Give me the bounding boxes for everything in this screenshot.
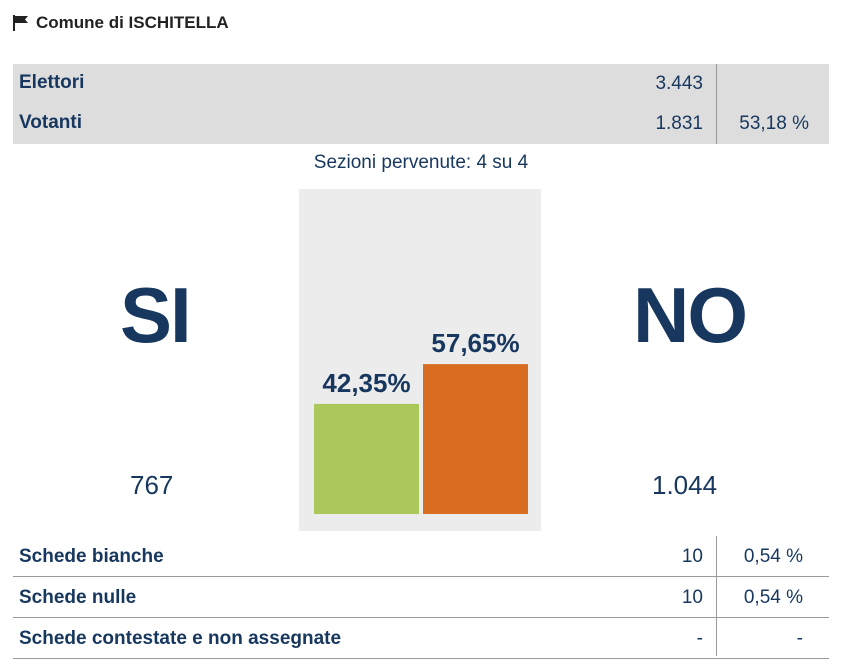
- si-votes: 767: [130, 470, 174, 500]
- summary-label: Elettori: [19, 72, 85, 93]
- column-divider: [716, 536, 717, 656]
- flag-icon: [13, 15, 28, 31]
- details-label: Schede bianche: [19, 546, 164, 567]
- details-percent: -: [796, 628, 803, 649]
- summary-row-votanti: Votanti 1.831 53,18 %: [13, 104, 829, 144]
- details-percent: 0,54 %: [743, 546, 803, 567]
- no-label: NO: [633, 271, 748, 359]
- details-value: 10: [681, 587, 703, 608]
- summary-value: 3.443: [655, 73, 703, 94]
- summary-value: 1.831: [655, 113, 703, 134]
- details-label: Schede nulle: [19, 587, 137, 608]
- summary-table: Elettori 3.443 Votanti 1.831 53,18 %: [13, 64, 829, 144]
- details-row-bianche: Schede bianche 10 0,54 %: [13, 536, 829, 577]
- details-percent: 0,54 %: [743, 587, 803, 608]
- column-divider: [716, 64, 717, 144]
- si-label: SI: [120, 271, 192, 359]
- details-value: -: [696, 628, 703, 649]
- summary-label: Votanti: [19, 112, 82, 133]
- results-chart: 42,35% 57,65%: [299, 189, 541, 531]
- ballot-details-table: Schede bianche 10 0,54 % Schede nulle 10…: [13, 536, 829, 659]
- si-percent-label: 42,35%: [322, 368, 410, 398]
- summary-percent: 53,18 %: [739, 113, 809, 134]
- sections-reported: Sezioni pervenute: 4 su 4: [313, 152, 529, 173]
- no-percent-label: 57,65%: [431, 328, 519, 358]
- no-bar: [423, 364, 528, 514]
- results-chart-svg: 42,35% 57,65%: [314, 328, 528, 514]
- details-label: Schede contestate e non assegnate: [19, 628, 342, 649]
- municipality-title: Comune di ISCHITELLA: [36, 13, 229, 32]
- details-row-nulle: Schede nulle 10 0,54 %: [13, 577, 829, 618]
- details-value: 10: [681, 546, 703, 567]
- no-votes: 1.044: [652, 470, 718, 500]
- municipality-header: Comune di ISCHITELLA: [12, 13, 229, 33]
- summary-row-elettori: Elettori 3.443: [13, 64, 829, 104]
- si-bar: [314, 403, 419, 514]
- details-row-contestate: Schede contestate e non assegnate - -: [13, 618, 829, 659]
